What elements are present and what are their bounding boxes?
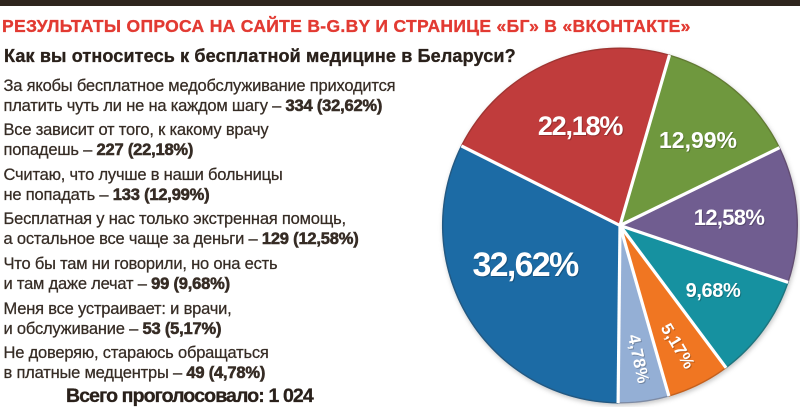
svg-text:9,68%: 9,68% bbox=[686, 280, 741, 302]
svg-text:12,58%: 12,58% bbox=[694, 205, 765, 230]
svg-text:22,18%: 22,18% bbox=[538, 111, 624, 141]
svg-text:12,99%: 12,99% bbox=[659, 127, 737, 153]
svg-text:32,62%: 32,62% bbox=[472, 246, 579, 284]
